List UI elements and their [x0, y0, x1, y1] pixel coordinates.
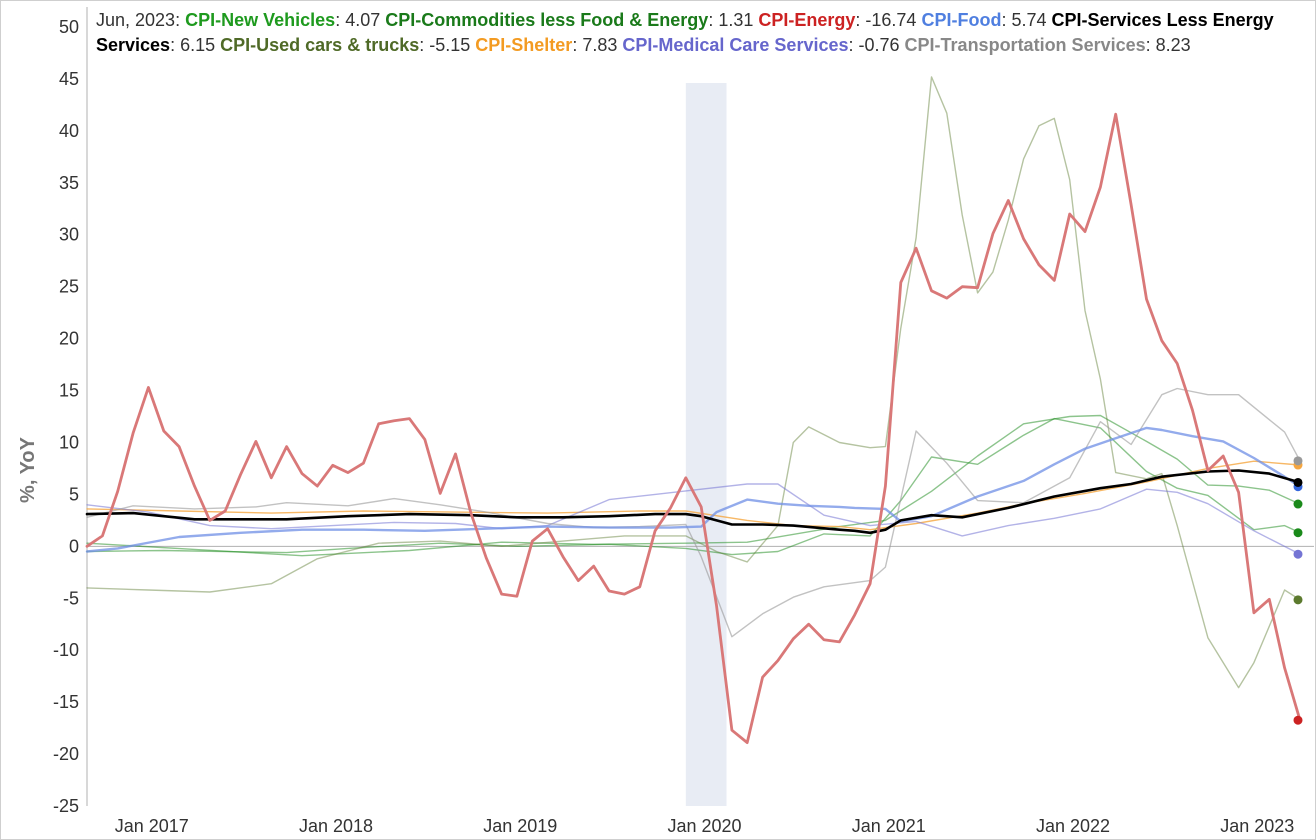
series-line-cpi-food [85, 426, 1302, 553]
y-tick-label: -15 [53, 692, 79, 712]
legend-item-cpi-commodities-less-food-energy: CPI-Commodities less Food & Energy: 1.31 [380, 10, 753, 30]
y-tick-label: -5 [63, 588, 79, 608]
legend-series-name: CPI-Food [921, 10, 1002, 30]
x-tick-label: Jan 2017 [115, 816, 189, 836]
chart-legend: Jun, 2023: CPI-New Vehicles: 4.07 CPI-Co… [96, 8, 1306, 58]
end-marker-cpi-commodities-less-food-energy [1293, 528, 1303, 538]
y-tick-label: 5 [69, 484, 79, 504]
y-tick-label: -10 [53, 640, 79, 660]
y-tick-label: 10 [59, 432, 79, 452]
recession-shading-layer [685, 83, 727, 806]
legend-series-value: : 4.07 [335, 10, 381, 30]
series-layer [85, 76, 1302, 744]
recession-band [685, 83, 727, 806]
end-marker-cpi-services-less-energy-services [1293, 477, 1303, 487]
x-tick-label: Jan 2018 [299, 816, 373, 836]
legend-series-name: CPI-Commodities less Food & Energy [385, 10, 709, 30]
y-tick-label: 20 [59, 329, 79, 349]
end-markers-layer [1293, 456, 1303, 725]
legend-series-value: : -16.74 [855, 10, 917, 30]
legend-item-cpi-used-cars-trucks: CPI-Used cars & trucks: -5.15 [215, 35, 470, 55]
y-tick-label: 25 [59, 277, 79, 297]
legend-item-cpi-transportation-services: CPI-Transportation Services: 8.23 [900, 35, 1191, 55]
legend-series-value: : 6.15 [170, 35, 216, 55]
y-tick-label: 40 [59, 121, 79, 141]
legend-series-name: CPI-Medical Care Services [622, 35, 849, 55]
legend-series-name: CPI-Energy [758, 10, 856, 30]
y-tick-label: -25 [53, 796, 79, 816]
legend-item-cpi-shelter: CPI-Shelter: 7.83 [470, 35, 617, 55]
legend-series-name: CPI-Services Less Energy Services [96, 10, 1274, 55]
x-tick-label: Jan 2022 [1036, 816, 1110, 836]
series-line-cpi-new-vehicles [86, 414, 1301, 557]
end-marker-cpi-energy [1293, 715, 1303, 725]
legend-series-value: : -0.76 [848, 35, 900, 55]
legend-series-value: : 7.83 [572, 35, 618, 55]
legend-series-value: : 8.23 [1145, 35, 1191, 55]
legend-series-value: : -5.15 [419, 35, 471, 55]
end-marker-cpi-new-vehicles [1293, 499, 1303, 509]
series-line-cpi-used-cars-trucks [86, 76, 1301, 689]
end-marker-cpi-used-cars-trucks [1293, 595, 1303, 605]
end-marker-cpi-transportation-services [1293, 456, 1303, 466]
y-tick-label: 50 [59, 17, 79, 37]
x-tick-label: Jan 2020 [667, 816, 741, 836]
legend-item-cpi-services-less-energy-services: CPI-Services Less Energy Services: 6.15 [96, 10, 1274, 55]
y-tick-label: -20 [53, 744, 79, 764]
legend-series-value: : 1.31 [708, 10, 754, 30]
series-line-cpi-commodities-less-food-energy [86, 417, 1301, 556]
y-axis-label: %, YoY [17, 436, 39, 503]
legend-item-cpi-food: CPI-Food: 5.74 [916, 10, 1046, 30]
series-line-cpi-transportation-services [86, 387, 1301, 638]
end-marker-cpi-medical-care-services [1293, 549, 1303, 559]
legend-series-name: CPI-New Vehicles [185, 10, 336, 30]
series-line-cpi-medical-care-services [86, 483, 1301, 555]
legend-date: Jun, 2023 [96, 10, 176, 30]
legend-item-cpi-medical-care-services: CPI-Medical Care Services: -0.76 [617, 35, 899, 55]
x-tick-label: Jan 2021 [852, 816, 926, 836]
legend-item-cpi-energy: CPI-Energy: -16.74 [753, 10, 916, 30]
legend-series-value: : 5.74 [1001, 10, 1047, 30]
legend-series-name: CPI-Used cars & trucks [220, 35, 420, 55]
y-tick-label: 30 [59, 225, 79, 245]
y-tick-label: 15 [59, 381, 79, 401]
series-line-cpi-services-less-energy-services [85, 469, 1302, 535]
legend-series-name: CPI-Transportation Services [904, 35, 1146, 55]
legend-series-name: CPI-Shelter [475, 35, 573, 55]
series-line-cpi-energy [85, 112, 1302, 744]
x-tick-label: Jan 2019 [483, 816, 557, 836]
y-tick-label: 35 [59, 173, 79, 193]
x-tick-label: Jan 2023 [1220, 816, 1294, 836]
y-tick-label: 0 [69, 536, 79, 556]
y-tick-label: 45 [59, 69, 79, 89]
legend-date-colon: : [175, 10, 181, 30]
legend-item-cpi-new-vehicles: CPI-New Vehicles: 4.07 [185, 10, 380, 30]
